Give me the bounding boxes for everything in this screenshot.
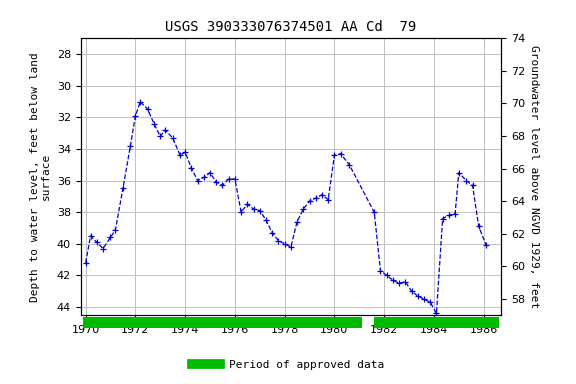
Bar	[83, 317, 362, 328]
Y-axis label: Groundwater level above NGVD 1929, feet: Groundwater level above NGVD 1929, feet	[529, 45, 539, 308]
Legend: Period of approved data: Period of approved data	[188, 356, 388, 375]
Y-axis label: Depth to water level, feet below land
surface: Depth to water level, feet below land su…	[29, 52, 51, 301]
Title: USGS 390333076374501 AA Cd  79: USGS 390333076374501 AA Cd 79	[165, 20, 416, 35]
Bar	[374, 317, 499, 328]
